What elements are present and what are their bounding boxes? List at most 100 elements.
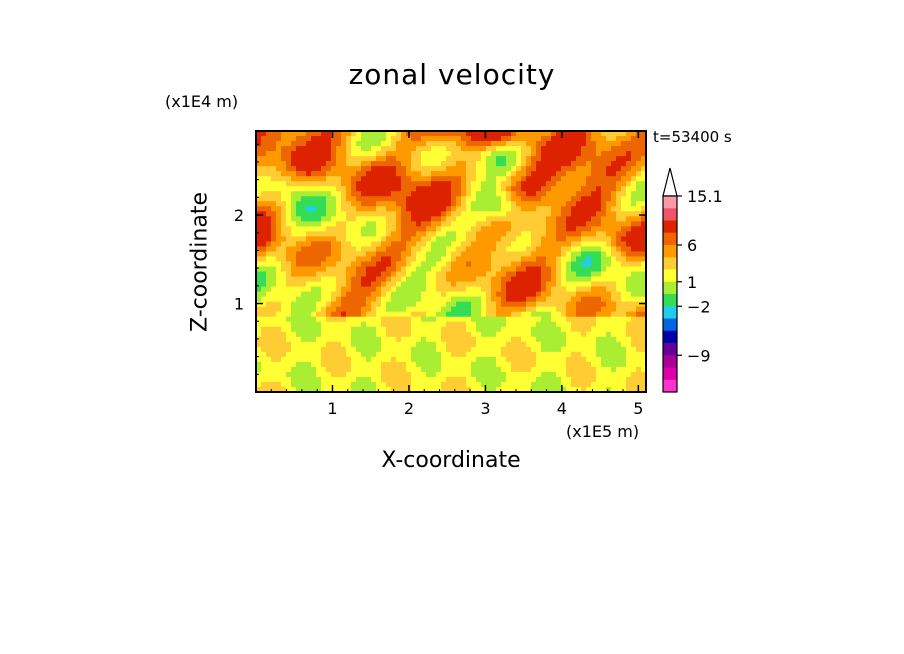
field-cell [376, 146, 382, 152]
field-cell [316, 211, 322, 217]
field-cell [586, 246, 592, 253]
field-cell [616, 231, 622, 237]
field-cell [376, 346, 382, 353]
field-cell [641, 376, 647, 383]
field-cell [541, 146, 547, 152]
field-cell [271, 336, 277, 343]
field-cell [321, 271, 327, 278]
field-cell [641, 176, 647, 182]
field-cell [596, 381, 602, 388]
field-cell [566, 176, 572, 182]
field-cell [411, 256, 417, 263]
field-cell [631, 131, 637, 137]
field-cell [411, 366, 417, 373]
field-cell [546, 381, 552, 388]
field-cell [421, 206, 427, 212]
field-cell [286, 196, 292, 202]
field-cell [321, 376, 327, 383]
field-cell [296, 131, 302, 137]
field-cell [351, 301, 357, 308]
field-cell [541, 151, 547, 157]
field-cell [431, 381, 437, 388]
field-cell [401, 176, 407, 182]
field-cell [416, 296, 422, 303]
field-cell [636, 276, 642, 283]
field-cell [591, 291, 597, 298]
field-cell [441, 346, 447, 353]
field-cell [631, 136, 637, 142]
field-cell [346, 181, 352, 187]
field-cell [606, 301, 612, 308]
field-cell [386, 386, 392, 393]
field-cell [571, 156, 577, 162]
field-cell [471, 221, 477, 227]
field-cell [546, 351, 552, 358]
field-cell [531, 201, 537, 207]
field-cell [256, 181, 262, 187]
field-cell [381, 136, 387, 142]
field-cell [416, 371, 422, 378]
field-cell [346, 196, 352, 202]
field-cell [566, 196, 572, 202]
field-cell [421, 376, 427, 383]
field-cell [351, 381, 357, 388]
field-cell [461, 386, 467, 393]
field-cell [591, 346, 597, 353]
field-cell [616, 206, 622, 212]
field-cell [336, 276, 342, 283]
field-cell [566, 161, 572, 167]
field-cell [376, 356, 382, 363]
field-cell [566, 206, 572, 212]
field-cell [466, 311, 472, 318]
field-cell [596, 266, 602, 273]
field-cell [381, 241, 387, 248]
field-cell [476, 256, 482, 263]
field-cell [321, 191, 327, 197]
field-cell [551, 171, 557, 177]
field-cell [336, 236, 342, 243]
field-cell [446, 136, 452, 142]
field-cell [571, 366, 577, 373]
field-cell [406, 231, 412, 237]
field-cell [281, 276, 287, 283]
field-cell [456, 206, 462, 212]
field-cell [626, 371, 632, 378]
field-cell [511, 346, 517, 353]
field-cell [581, 131, 587, 137]
field-cell [276, 261, 282, 268]
field-cell [546, 131, 552, 137]
field-cell [531, 256, 537, 263]
field-cell [476, 246, 482, 253]
field-cell [546, 256, 552, 263]
field-cell [461, 181, 467, 187]
field-cell [446, 191, 452, 197]
field-cell [341, 241, 347, 248]
field-cell [631, 336, 637, 343]
field-cell [326, 341, 332, 348]
field-cell [576, 341, 582, 348]
field-cell [601, 341, 607, 348]
field-cell [631, 311, 637, 318]
field-cell [636, 301, 642, 308]
field-cell [451, 336, 457, 343]
field-cell [641, 271, 647, 278]
field-cell [291, 196, 297, 202]
field-cell [286, 256, 292, 263]
field-cell [421, 256, 427, 263]
field-cell [296, 301, 302, 308]
field-cell [371, 361, 377, 368]
field-cell [586, 361, 592, 368]
field-cell [351, 361, 357, 368]
field-cell [526, 321, 532, 328]
field-cell [626, 146, 632, 152]
field-cell [266, 146, 272, 152]
field-cell [561, 231, 567, 237]
field-cell [291, 276, 297, 283]
field-cell [416, 136, 422, 142]
field-cell [341, 136, 347, 142]
field-cell [511, 341, 517, 348]
field-cell [601, 226, 607, 232]
field-cell [396, 386, 402, 393]
field-cell [256, 156, 262, 162]
field-cell [411, 381, 417, 388]
